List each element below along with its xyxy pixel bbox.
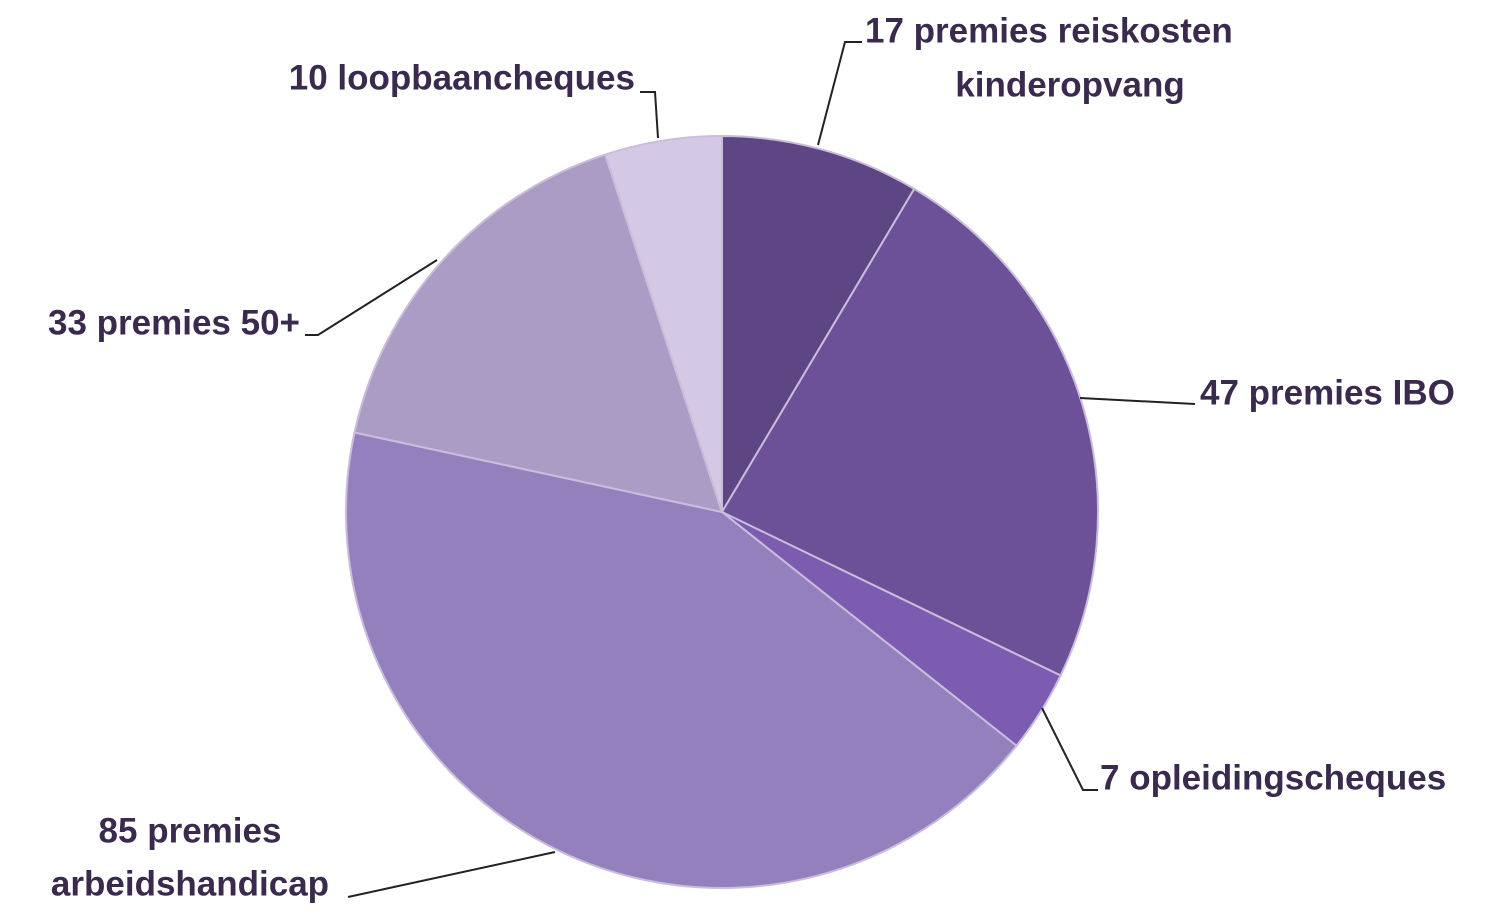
leader-line [1041, 707, 1098, 791]
leader-line [305, 259, 438, 336]
leader-line [640, 91, 659, 139]
leader-line [817, 41, 862, 146]
slice-label: arbeidshandicap [51, 864, 329, 903]
pie-slice [353, 153, 724, 514]
slice-label: 47 premies IBO [1200, 373, 1455, 412]
leader-line [347, 851, 556, 898]
slice-label: 33 premies 50+ [48, 303, 300, 342]
pie-slice [603, 134, 723, 513]
slice-label: 17 premies reiskosten [865, 11, 1233, 50]
pie-slice [344, 431, 1018, 890]
leader-line [1079, 397, 1196, 405]
slice-label: 7 opleidingscheques [1100, 758, 1446, 797]
pie-slice [720, 187, 1099, 677]
slice-label: 10 loopbaancheques [289, 58, 635, 97]
pie-slice [721, 134, 916, 516]
slice-label: 85 premies [99, 811, 282, 850]
slice-label: kinderopvang [955, 65, 1184, 104]
